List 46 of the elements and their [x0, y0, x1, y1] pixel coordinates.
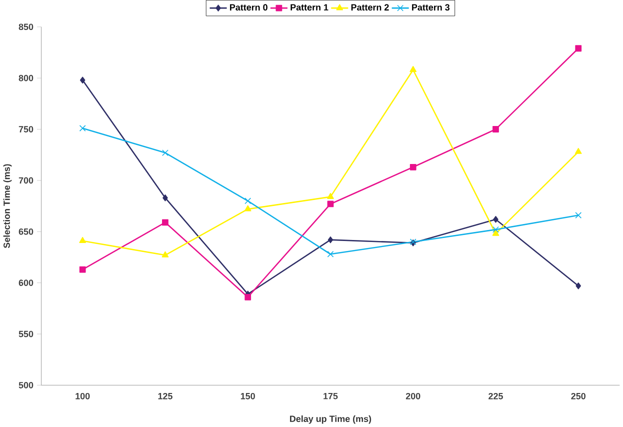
point: [574, 148, 582, 154]
y-axis-title: Selection Time (ms): [3, 164, 12, 248]
point: [244, 294, 252, 300]
point: [492, 230, 500, 236]
legend-label: Pattern 0: [230, 4, 268, 10]
point: [575, 212, 582, 218]
x-tick-label: 200: [406, 392, 420, 400]
y-tick-label: 650: [18, 228, 34, 235]
y-tick-label: 700: [18, 177, 34, 184]
y-tick-label: 550: [18, 330, 34, 338]
point: [162, 150, 168, 156]
point: [410, 164, 416, 170]
x-tick-label: 125: [158, 392, 172, 400]
legend-label: Pattern 1: [290, 4, 328, 10]
x-axis-title: Delay up Time (ms): [290, 415, 372, 424]
point: [410, 66, 417, 72]
y-tick-label: 500: [18, 382, 34, 388]
x-tick-label: 150: [240, 392, 255, 400]
point: [575, 45, 582, 52]
point: [79, 236, 86, 243]
point: [162, 251, 169, 258]
point: [492, 226, 499, 233]
y-tick-label: 850: [18, 24, 34, 30]
y-tick-label: 750: [18, 126, 34, 132]
point: [327, 200, 334, 208]
point: [79, 124, 86, 132]
point: [493, 216, 498, 223]
x-tick-label: 100: [76, 392, 90, 400]
point: [244, 198, 252, 204]
x-tick-label: 225: [488, 392, 503, 400]
point: [244, 205, 252, 212]
legend-label: Pattern 2: [351, 4, 389, 10]
point: [79, 266, 86, 273]
legend-label: Pattern 3: [412, 4, 450, 10]
point: [327, 250, 334, 258]
y-tick-label: 600: [18, 280, 34, 286]
point: [80, 76, 86, 84]
point: [327, 192, 334, 199]
point: [162, 219, 168, 226]
x-tick-label: 250: [571, 392, 586, 400]
point: [162, 194, 168, 202]
point: [576, 282, 582, 290]
x-tick-label: 175: [324, 392, 338, 400]
point: [328, 236, 334, 244]
y-tick-label: 800: [18, 74, 34, 82]
point: [492, 126, 499, 132]
